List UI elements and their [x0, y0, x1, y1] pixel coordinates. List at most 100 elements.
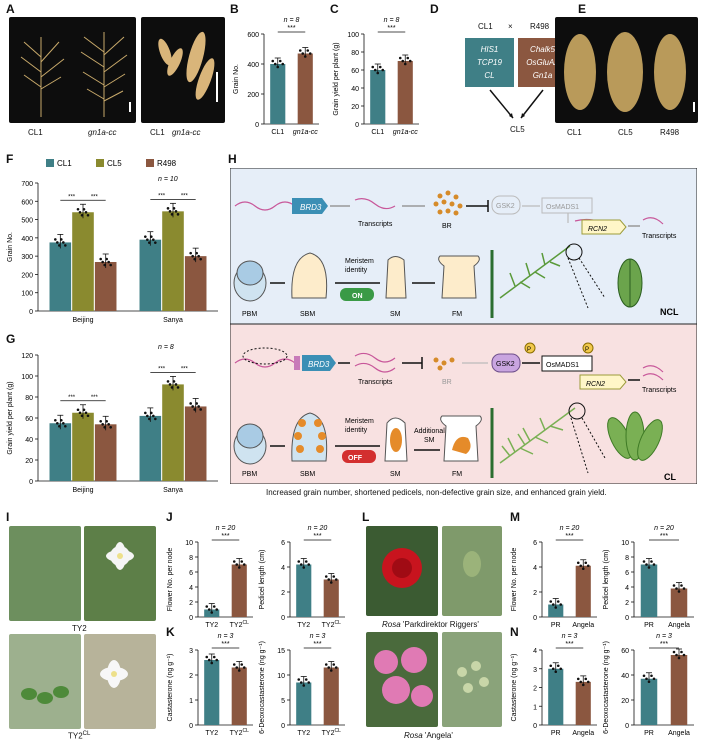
tomato-photo-i1 — [9, 526, 81, 621]
tomato-photo-i3 — [9, 634, 81, 729]
inhibit-icon — [402, 357, 423, 369]
data-point — [652, 677, 656, 681]
chart-k2: 0 5 10 15 6-Deoxocastasterone (ng g⁻¹) TY2 TY2… — [259, 633, 345, 737]
data-point — [327, 666, 331, 669]
cl1-gene-cl: CL — [484, 71, 495, 80]
data-point — [677, 590, 681, 593]
bar — [397, 61, 413, 124]
data-point — [306, 49, 310, 52]
y-tick-label: 300 — [21, 254, 33, 261]
data-point — [197, 254, 200, 258]
y-tick-label: 10 — [621, 540, 629, 547]
data-point — [199, 257, 202, 261]
data-point — [86, 213, 90, 217]
sig-label: *** — [565, 641, 573, 648]
data-point — [650, 560, 653, 563]
rice-panicle-photo-e — [555, 17, 698, 123]
dna-strand-top — [234, 201, 296, 211]
y-tick-label: 20 — [351, 104, 359, 111]
data-point — [152, 238, 155, 241]
panel-label-g: G — [6, 332, 16, 346]
data-point — [645, 563, 648, 566]
br-label-top: BR — [442, 223, 452, 230]
x-tick-label: PR — [551, 730, 561, 737]
sig-label: *** — [387, 25, 395, 32]
y-tick-label: 0 — [189, 723, 193, 730]
data-point — [212, 605, 216, 608]
data-point — [205, 605, 209, 608]
r498-gene-gn1a: Gn1a — [532, 71, 553, 80]
phospho-icon-1: P — [527, 347, 531, 353]
cl1-gene-his1: HIS1 — [480, 45, 499, 54]
transcripts-label-bottom1: Transcripts — [358, 379, 393, 386]
rose-bud-photo-l2 — [442, 526, 502, 616]
y-tick-label: 2 — [281, 590, 285, 597]
data-point — [381, 68, 385, 72]
n-annotation: n = 8 — [384, 17, 400, 24]
bar — [270, 64, 286, 124]
data-point — [166, 380, 170, 383]
bar — [670, 588, 688, 617]
chart-g: 0 20 40 60 80 100 120 Grain yield per plant (g)… — [7, 344, 218, 494]
data-point — [54, 418, 57, 422]
data-point — [642, 674, 646, 678]
data-point — [576, 561, 580, 565]
legend-swatch — [46, 159, 54, 167]
y-tick-label: 600 — [247, 32, 259, 39]
data-point — [154, 417, 157, 421]
y-axis-label: Flower No. per node — [167, 548, 174, 612]
data-point — [215, 608, 219, 611]
data-point — [329, 581, 333, 584]
y-tick-label: 5 — [281, 698, 285, 705]
data-point — [324, 575, 328, 578]
data-point — [193, 257, 196, 261]
x-tick-label: CL1 — [371, 129, 384, 136]
panel-label-e: E — [578, 2, 587, 16]
data-point — [78, 210, 82, 214]
cross-child: CL5 — [510, 125, 525, 134]
bar — [323, 579, 339, 617]
data-point — [299, 563, 303, 566]
data-point — [235, 563, 239, 566]
panel-label-k: K — [166, 625, 175, 639]
data-point — [682, 653, 686, 657]
sig-label: *** — [660, 641, 668, 648]
data-point — [101, 260, 104, 264]
data-point — [554, 606, 558, 609]
data-point — [168, 210, 172, 213]
rose-bud-photo-l4 — [442, 632, 502, 727]
y-axis-label: Flower No. per node — [511, 548, 518, 612]
y-tick-label: 0 — [29, 479, 33, 486]
bar — [231, 667, 247, 725]
data-point — [581, 567, 585, 571]
on-switch — [340, 288, 374, 301]
bar — [49, 242, 72, 311]
y-tick-label: 60 — [351, 68, 359, 75]
data-point — [675, 587, 678, 590]
y-tick-label: 200 — [21, 272, 33, 279]
transcripts-label-top2: Transcripts — [642, 233, 677, 240]
rose-photo-l1 — [366, 526, 438, 616]
chart-j2: 0 2 4 6 Pedicel length (cm) TY2 TY2CL ***n = 20 — [259, 525, 345, 629]
data-point — [675, 653, 678, 657]
y-tick-label: 100 — [347, 32, 359, 39]
data-point — [271, 59, 275, 63]
data-point — [64, 424, 67, 428]
data-point — [549, 664, 553, 668]
data-point — [54, 238, 57, 241]
fm-label-top: FM — [452, 311, 462, 318]
x-tick-label: TY2 — [205, 622, 218, 629]
panel-label-f: F — [6, 152, 14, 166]
data-point — [82, 207, 86, 211]
x-tick-label: TY2 — [205, 730, 218, 737]
y-tick-label: 10 — [277, 673, 285, 680]
sig-label: *** — [68, 395, 76, 401]
data-point — [195, 251, 198, 255]
y-axis-label: Castasterone (ng g⁻¹) — [167, 654, 174, 722]
bar — [49, 423, 72, 481]
data-point — [297, 560, 301, 563]
x-tick-label: PR — [644, 730, 654, 737]
data-point — [642, 560, 646, 563]
data-point — [672, 584, 676, 587]
y-axis-label: 6-Deoxocastasterone (ng g⁻¹) — [603, 641, 610, 734]
